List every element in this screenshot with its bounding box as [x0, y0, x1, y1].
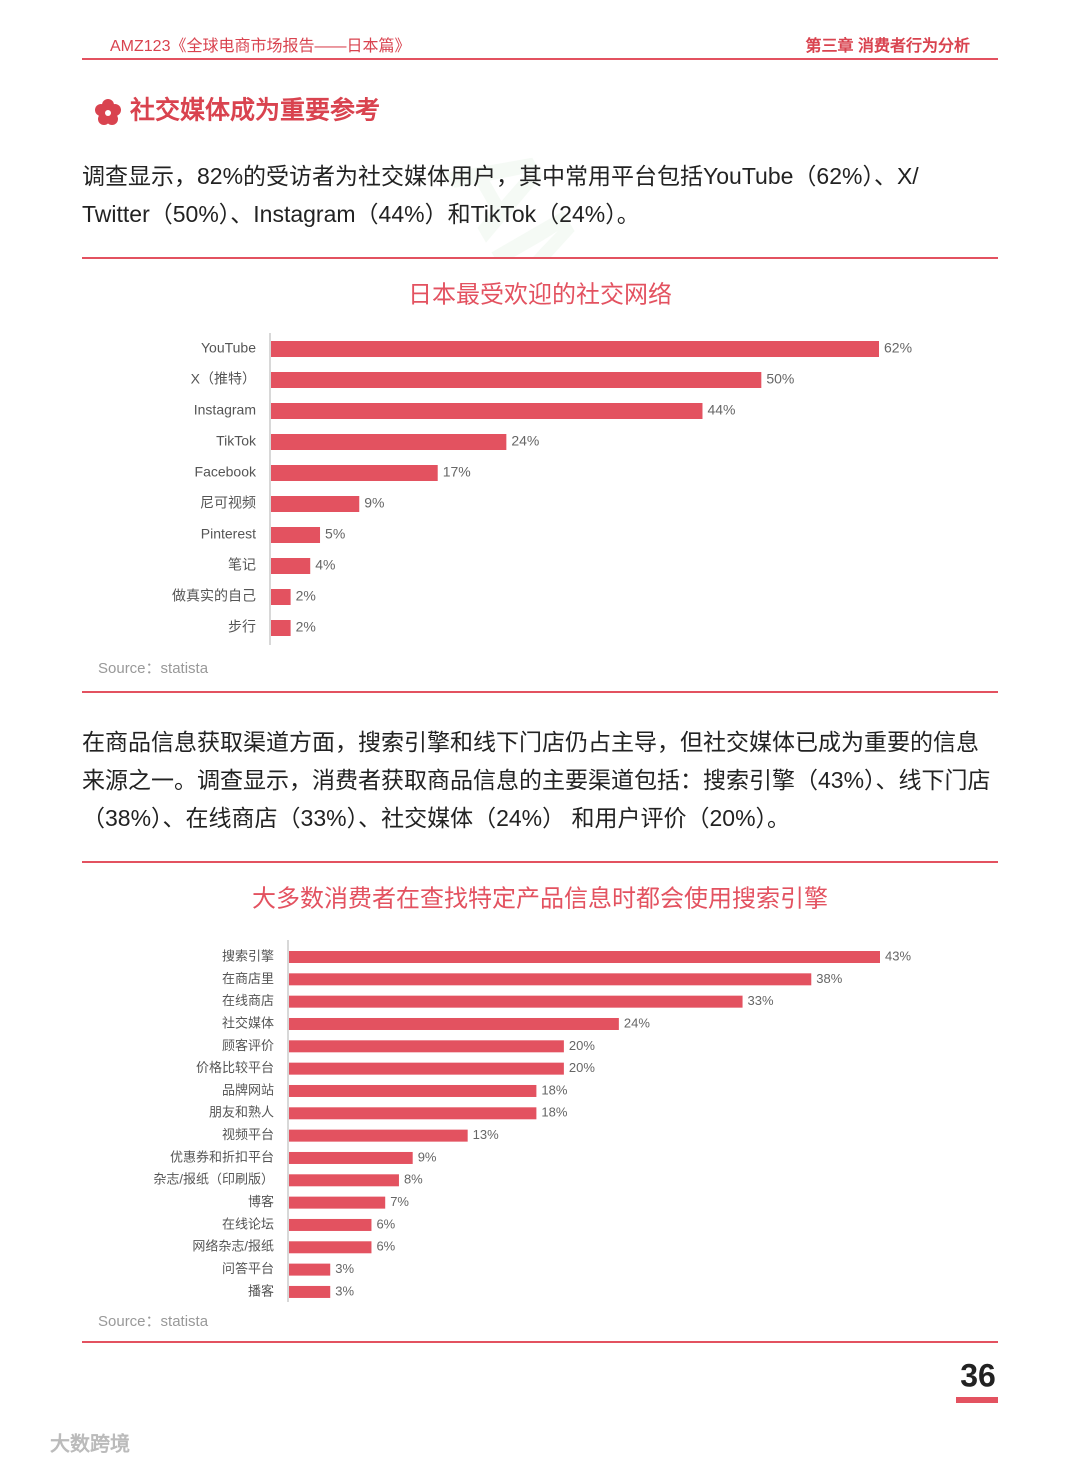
value-label: 13%	[473, 1127, 499, 1142]
category-label: 优惠券和折扣平台	[170, 1149, 274, 1164]
bar	[271, 372, 762, 388]
category-label: 价格比较平台	[196, 1060, 274, 1075]
footer: 大数跨境	[50, 1431, 130, 1455]
category-label: 播客	[248, 1283, 274, 1298]
category-label: 在商店里	[222, 971, 274, 986]
bar	[271, 465, 438, 481]
bar	[289, 1062, 564, 1075]
page-number: 36	[960, 1357, 996, 1393]
source: Source：statista	[98, 660, 209, 677]
bar	[289, 1263, 331, 1276]
value-label: 7%	[390, 1194, 409, 1209]
category-label: YouTube	[201, 340, 256, 356]
chart-title: 大多数消费者在查找特定产品信息时都会使用搜索引擎	[252, 885, 828, 912]
bar	[289, 1285, 331, 1298]
category-label: 尼可视频	[200, 495, 256, 511]
category-label: Facebook	[195, 464, 257, 480]
value-label: 38%	[816, 971, 842, 986]
category-label: 在线商店	[222, 993, 274, 1008]
bar	[271, 434, 507, 450]
category-label: 杂志/报纸（印刷版）	[153, 1172, 274, 1187]
bar	[271, 496, 360, 512]
category-label: 在线论坛	[222, 1216, 274, 1231]
header-left: AMZ123《全球电商市场报告——日本篇》	[110, 37, 410, 55]
category-label: Pinterest	[201, 526, 256, 542]
value-label: 20%	[569, 1060, 595, 1075]
bar	[271, 527, 321, 543]
chart-panel	[82, 862, 998, 1342]
value-label: 43%	[885, 948, 911, 963]
bar	[271, 620, 291, 636]
bar	[289, 1196, 386, 1209]
value-label: 3%	[335, 1261, 354, 1276]
category-label: 做真实的自己	[172, 588, 256, 604]
value-label: 5%	[325, 526, 345, 542]
category-label: TikTok	[216, 433, 257, 449]
category-label: 步行	[228, 619, 256, 635]
category-label: 问答平台	[222, 1261, 274, 1276]
category-label: 笔记	[228, 557, 256, 573]
bar	[289, 1151, 413, 1164]
value-label: 50%	[766, 371, 794, 387]
flower-icon	[95, 99, 121, 125]
category-label: 视频平台	[222, 1127, 274, 1142]
category-label: 社交媒体	[222, 1015, 274, 1030]
source: Source：statista	[98, 1313, 209, 1330]
bar	[289, 973, 812, 986]
bar	[289, 1174, 399, 1187]
bar	[289, 1040, 564, 1053]
bar	[289, 951, 880, 963]
paragraph: 调查显示，82%的受访者为社交媒体用户，其中常用平台包括YouTube（62%）…	[82, 163, 919, 227]
value-label: 33%	[748, 993, 774, 1008]
value-label: 4%	[315, 557, 335, 573]
bar	[289, 995, 743, 1008]
value-label: 20%	[569, 1038, 595, 1053]
value-label: 8%	[404, 1172, 423, 1187]
bar	[289, 1084, 537, 1097]
bar	[289, 1218, 372, 1231]
category-label: 博客	[248, 1194, 274, 1209]
section-title: 社交媒体成为重要参考	[130, 96, 380, 125]
value-label: 18%	[541, 1082, 567, 1097]
bar	[289, 1017, 619, 1030]
value-label: 2%	[296, 619, 316, 635]
value-label: 18%	[541, 1105, 567, 1120]
header-right: 第三章 消费者行为分析	[806, 36, 970, 55]
value-label: 62%	[884, 340, 912, 356]
value-label: 6%	[376, 1239, 395, 1254]
paragraph: 在商品信息获取渠道方面，搜索引擎和线下门店仍占主导，但社交媒体已成为重要的信息来…	[82, 729, 991, 831]
value-label: 44%	[707, 402, 735, 418]
category-label: X（推特）	[191, 371, 256, 387]
bar	[271, 558, 311, 574]
value-label: 17%	[443, 464, 471, 480]
value-label: 24%	[511, 433, 539, 449]
value-label: 9%	[364, 495, 384, 511]
category-label: 顾客评价	[222, 1038, 274, 1053]
bar	[271, 341, 879, 357]
category-label: 搜索引擎	[222, 948, 274, 963]
bar	[271, 403, 703, 419]
value-label: 24%	[624, 1015, 650, 1030]
value-label: 3%	[335, 1283, 354, 1298]
bar	[289, 1129, 468, 1142]
value-label: 6%	[376, 1216, 395, 1231]
page-number-bar	[956, 1397, 998, 1403]
value-label: 9%	[418, 1149, 437, 1164]
category-label: Instagram	[194, 402, 256, 418]
category-label: 网络杂志/报纸	[192, 1239, 274, 1254]
bar	[271, 589, 291, 605]
chart-title: 日本最受欢迎的社交网络	[408, 281, 672, 308]
chart-panel	[82, 258, 998, 692]
bar	[289, 1107, 537, 1120]
category-label: 朋友和熟人	[209, 1105, 274, 1120]
bar	[289, 1241, 372, 1254]
value-label: 2%	[296, 588, 316, 604]
category-label: 品牌网站	[222, 1082, 274, 1097]
